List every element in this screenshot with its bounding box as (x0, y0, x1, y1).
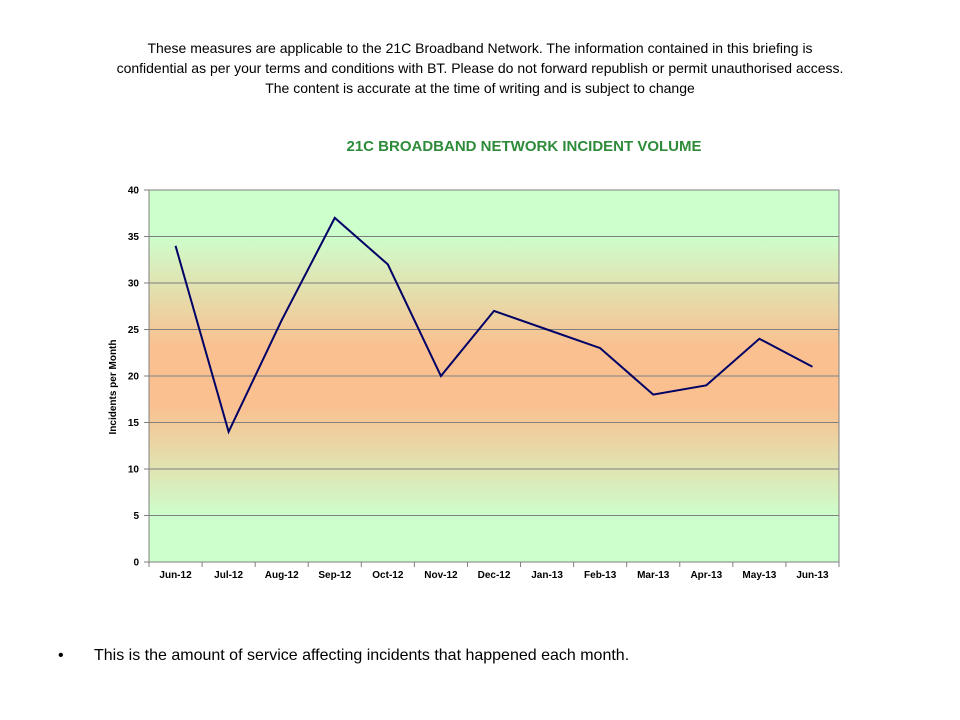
bullet-mark: • (58, 647, 64, 664)
x-tick-label: Feb-13 (584, 570, 617, 581)
incident-volume-chart: 21C BROADBAND NETWORK INCIDENT VOLUME In… (108, 138, 840, 581)
disclaimer-line-2: confidential as per your terms and condi… (116, 60, 844, 76)
x-tick-label: Nov-12 (424, 570, 458, 581)
x-tick-label: Jun-13 (796, 570, 829, 581)
data-point (599, 347, 601, 349)
y-axis-label: Incidents per Month (108, 340, 119, 435)
y-tick-label: 40 (128, 186, 140, 197)
x-tick-label: Jun-12 (159, 570, 192, 581)
data-point (387, 263, 389, 265)
data-point (811, 366, 813, 368)
y-tick-label: 35 (128, 232, 140, 243)
data-point (175, 245, 177, 247)
data-point (334, 217, 336, 219)
bullet-text: This is the amount of service affecting … (94, 647, 630, 664)
y-tick-label: 30 (128, 279, 140, 290)
data-point (493, 310, 495, 312)
chart-title: 21C BROADBAND NETWORK INCIDENT VOLUME (346, 138, 701, 155)
gridlines (149, 189, 839, 516)
x-tick-label: Oct-12 (372, 570, 404, 581)
data-point (440, 375, 442, 377)
disclaimer-line-1: These measures are applicable to the 21C… (147, 40, 813, 56)
series-group (174, 216, 813, 435)
x-tick-label: Apr-13 (690, 570, 722, 581)
data-point (281, 319, 283, 321)
plot-border (148, 189, 840, 563)
disclaimer-text: These measures are applicable to the 21C… (40, 38, 920, 98)
data-point (758, 338, 760, 340)
x-tick-label: Mar-13 (637, 570, 670, 581)
data-point (652, 394, 654, 396)
bullet-point: • This is the amount of service affecting… (58, 645, 918, 667)
y-tick-label: 20 (128, 372, 140, 383)
x-tick-labels: Jun-12 Jul-12 Aug-12 Sep-12 Oct-12 Nov-12 Dec-… (159, 570, 829, 581)
y-tick-label: 15 (128, 418, 140, 429)
x-tick-label: Dec-12 (478, 570, 511, 581)
y-tick-label: 10 (128, 465, 140, 476)
x-tick-label: Jul-12 (214, 570, 243, 581)
axes (144, 189, 840, 567)
y-tick-label: 25 (128, 325, 140, 336)
data-point (228, 431, 230, 433)
y-tick-label: 5 (133, 511, 139, 522)
series-line (174, 216, 813, 435)
x-tick-label: Sep-12 (318, 570, 351, 581)
disclaimer-line-3: The content is accurate at the time of w… (265, 80, 695, 96)
y-tick-labels: 0 5 10 15 20 25 30 35 40 (128, 186, 140, 569)
data-point (546, 329, 548, 331)
x-tick-label: May-13 (742, 570, 776, 581)
data-point (705, 384, 707, 386)
x-tick-label: Jan-13 (531, 570, 563, 581)
x-tick-label: Aug-12 (265, 570, 299, 581)
y-tick-label: 0 (133, 558, 139, 569)
